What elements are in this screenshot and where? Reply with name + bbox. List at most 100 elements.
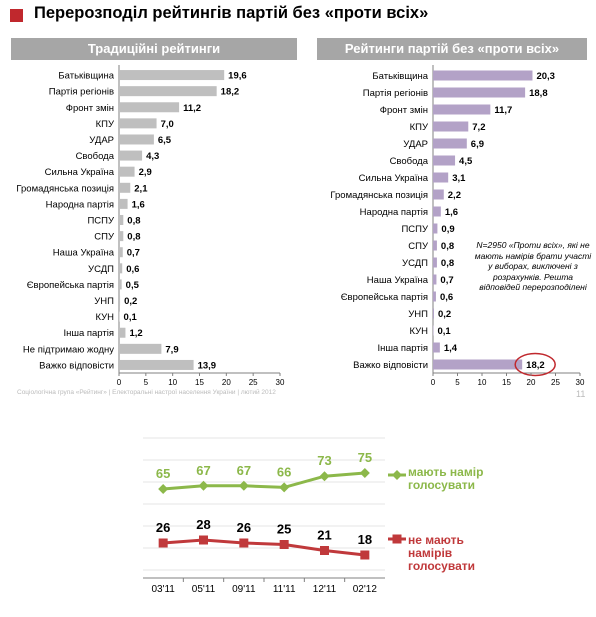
left-bar <box>119 311 120 322</box>
left-value-label: 1,2 <box>129 328 142 339</box>
line-series-red <box>163 538 365 557</box>
legend-square-marker <box>392 534 402 544</box>
line-value-label: 66 <box>277 464 291 479</box>
right-value-label: 0,6 <box>440 292 453 303</box>
line-point <box>158 484 169 494</box>
right-category-label: Фронт змін <box>380 105 428 116</box>
right-value-label: 7,2 <box>472 122 485 133</box>
right-tick-label: 0 <box>431 378 436 387</box>
line-value-label: 75 <box>358 450 372 465</box>
left-value-label: 18,2 <box>221 87 240 98</box>
left-category-label: Не підтримаю жодну <box>23 344 114 355</box>
legend-green-label: мають намір голосувати <box>408 465 484 492</box>
left-value-label: 0,1 <box>124 312 138 323</box>
left-value-label: 6,5 <box>158 135 172 146</box>
line-point <box>360 550 370 560</box>
line-value-label: 26 <box>156 520 170 535</box>
right-value-label: 4,5 <box>459 156 473 167</box>
right-bar <box>433 70 533 81</box>
right-category-label: Народна партія <box>360 207 428 218</box>
title-marker <box>10 9 23 22</box>
left-category-label: Сильна Україна <box>45 167 115 178</box>
left-bar <box>119 327 126 338</box>
left-category-label: Наша Україна <box>53 248 115 259</box>
right-value-label: 6,9 <box>471 139 484 150</box>
left-bar <box>119 343 162 354</box>
left-category-label: Інша партія <box>63 328 114 339</box>
left-bar <box>119 359 194 370</box>
left-category-label: Європейська партія <box>27 280 114 291</box>
left-category-label: УНП <box>94 296 114 307</box>
right-tick-label: 25 <box>551 378 560 387</box>
left-category-label: Громадянська позиція <box>16 183 114 194</box>
right-bar <box>433 342 440 353</box>
left-bar <box>119 215 124 225</box>
right-tick-label: 15 <box>502 378 511 387</box>
left-bar <box>119 150 143 161</box>
right-category-label: Свобода <box>390 156 429 167</box>
line-value-label: 73 <box>317 453 331 468</box>
legend-red-label: не мають намірів голосувати <box>408 533 476 573</box>
left-tick-label: 5 <box>144 378 149 387</box>
left-category-label: Фронт змін <box>66 103 114 114</box>
left-value-label: 1,6 <box>132 199 145 210</box>
left-value-label: 0,2 <box>124 296 137 307</box>
left-bar <box>119 247 123 258</box>
left-value-label: 11,2 <box>183 103 201 114</box>
line-point <box>158 538 168 548</box>
page-number: 11 <box>576 389 586 399</box>
left-value-label: 7,9 <box>165 344 178 355</box>
right-bar <box>433 257 437 268</box>
right-category-label: Інша партія <box>377 343 428 354</box>
line-point <box>359 468 370 478</box>
left-value-label: 0,5 <box>126 280 140 291</box>
left-bar <box>119 263 123 274</box>
left-category-label: Батьківщина <box>58 71 114 82</box>
left-tick-label: 0 <box>117 378 122 387</box>
line-value-label: 67 <box>237 463 251 478</box>
line-series-green <box>163 471 365 491</box>
right-bar <box>433 274 437 285</box>
left-bar <box>119 198 128 209</box>
right-tick-label: 30 <box>576 378 585 387</box>
left-category-label: Важко відповісти <box>39 360 114 371</box>
right-category-label: УДАР <box>403 139 428 150</box>
left-value-label: 0,8 <box>127 216 140 227</box>
left-category-label: СПУ <box>94 232 115 243</box>
left-value-label: 19,6 <box>228 71 247 82</box>
right-value-label: 0,2 <box>438 309 451 320</box>
methodology-note: N=2950 «Проти всіх», які не мають намірі… <box>474 240 592 292</box>
left-category-label: УДАР <box>89 135 114 146</box>
right-bar <box>433 121 469 132</box>
line-x-label: 12'11 <box>313 584 337 595</box>
line-value-label: 18 <box>358 532 372 547</box>
right-value-label: 2,2 <box>448 190 461 201</box>
left-category-label: Свобода <box>76 151 115 162</box>
right-value-label: 18,2 <box>526 360 545 371</box>
right-category-label: Громадянська позиція <box>330 190 428 201</box>
left-value-label: 2,9 <box>139 167 152 178</box>
right-bar <box>433 155 456 166</box>
page-title: Перерозподіл рейтингів партій без «проти… <box>34 4 429 22</box>
left-bar <box>119 295 121 306</box>
line-point <box>319 471 330 482</box>
right-category-label: Партія регіонів <box>363 88 428 99</box>
right-category-label: Батьківщина <box>372 71 428 82</box>
right-value-label: 1,6 <box>445 207 458 218</box>
right-value-label: 0,7 <box>440 275 453 286</box>
right-bar <box>433 223 438 234</box>
left-value-label: 0,6 <box>126 264 139 275</box>
line-point <box>279 482 290 493</box>
left-bar <box>119 86 217 97</box>
right-value-label: 20,3 <box>536 71 555 82</box>
right-bar <box>433 308 434 319</box>
left-bar <box>119 182 131 193</box>
left-category-label: Партія регіонів <box>49 87 114 98</box>
left-value-label: 0,7 <box>127 248 140 259</box>
left-value-label: 13,9 <box>198 360 217 371</box>
right-tick-label: 5 <box>455 378 460 387</box>
right-tick-label: 10 <box>478 378 487 387</box>
line-point <box>239 538 249 548</box>
left-bar <box>119 279 122 290</box>
right-bar <box>433 291 436 302</box>
